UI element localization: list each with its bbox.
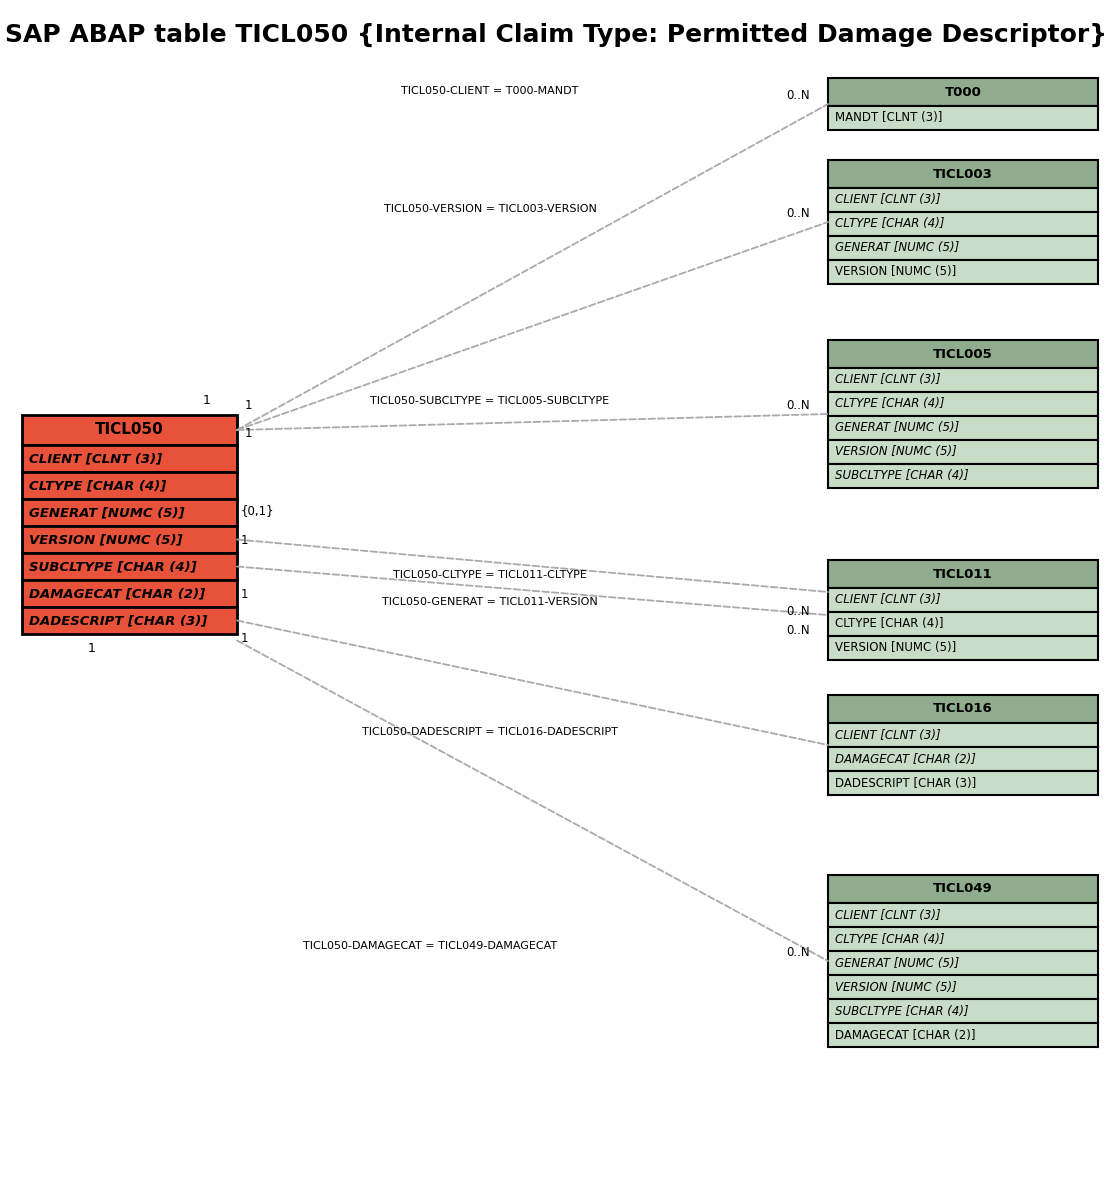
Bar [828, 440, 1098, 464]
Bar [828, 260, 1098, 284]
Text: CLIENT [CLNT (3)]: CLIENT [CLNT (3)] [835, 373, 941, 387]
Bar [828, 588, 1098, 612]
Bar [828, 464, 1098, 488]
Bar [22, 472, 237, 499]
Text: DADESCRIPT [CHAR (3)]: DADESCRIPT [CHAR (3)] [835, 777, 976, 790]
Bar [828, 78, 1098, 106]
Text: SAP ABAP table TICL050 {Internal Claim Type: Permitted Damage Descriptor}: SAP ABAP table TICL050 {Internal Claim T… [4, 23, 1108, 47]
Bar [828, 771, 1098, 795]
Bar [22, 607, 237, 633]
Text: 0..N: 0..N [786, 624, 810, 637]
Text: CLIENT [CLNT (3)]: CLIENT [CLNT (3)] [29, 452, 162, 465]
Text: CLIENT [CLNT (3)]: CLIENT [CLNT (3)] [835, 193, 941, 206]
Bar [22, 415, 237, 445]
Bar [828, 367, 1098, 392]
Bar [828, 1024, 1098, 1047]
Bar [828, 212, 1098, 236]
Text: GENERAT [NUMC (5)]: GENERAT [NUMC (5)] [835, 957, 960, 970]
Text: TICL049: TICL049 [933, 883, 993, 896]
Text: MANDT [CLNT (3)]: MANDT [CLNT (3)] [835, 111, 942, 124]
Text: TICL050-GENERAT = TICL011-VERSION: TICL050-GENERAT = TICL011-VERSION [383, 596, 598, 607]
Bar [828, 188, 1098, 212]
Text: DAMAGECAT [CHAR (2)]: DAMAGECAT [CHAR (2)] [29, 587, 205, 600]
Text: CLTYPE [CHAR (4)]: CLTYPE [CHAR (4)] [835, 217, 944, 230]
Text: VERSION [NUMC (5)]: VERSION [NUMC (5)] [835, 445, 956, 458]
Text: T000: T000 [944, 86, 982, 99]
Text: CLIENT [CLNT (3)]: CLIENT [CLNT (3)] [835, 729, 941, 742]
Text: CLIENT [CLNT (3)]: CLIENT [CLNT (3)] [835, 593, 941, 606]
Bar [828, 236, 1098, 260]
Text: SUBCLTYPE [CHAR (4)]: SUBCLTYPE [CHAR (4)] [29, 560, 197, 573]
Text: TICL005: TICL005 [933, 347, 993, 360]
Bar [828, 975, 1098, 999]
Text: 1: 1 [241, 533, 248, 546]
Bar [22, 526, 237, 554]
Text: DAMAGECAT [CHAR (2)]: DAMAGECAT [CHAR (2)] [835, 753, 976, 766]
Text: 1: 1 [245, 398, 252, 412]
Text: VERSION [NUMC (5)]: VERSION [NUMC (5)] [835, 642, 956, 655]
Bar [22, 445, 237, 472]
Bar [828, 723, 1098, 747]
Text: 1: 1 [203, 394, 211, 407]
Text: GENERAT [NUMC (5)]: GENERAT [NUMC (5)] [835, 421, 960, 434]
Text: TICL050-VERSION = TICL003-VERSION: TICL050-VERSION = TICL003-VERSION [384, 204, 596, 214]
Text: SUBCLTYPE [CHAR (4)]: SUBCLTYPE [CHAR (4)] [835, 470, 969, 482]
Text: VERSION [NUMC (5)]: VERSION [NUMC (5)] [29, 533, 182, 546]
Text: 1: 1 [241, 587, 248, 600]
Text: 0..N: 0..N [786, 605, 810, 618]
Bar [828, 951, 1098, 975]
Text: TICL050: TICL050 [96, 422, 163, 438]
Text: CLIENT [CLNT (3)]: CLIENT [CLNT (3)] [835, 909, 941, 921]
Text: TICL050-DADESCRIPT = TICL016-DADESCRIPT: TICL050-DADESCRIPT = TICL016-DADESCRIPT [363, 727, 618, 737]
Bar [828, 999, 1098, 1024]
Text: DADESCRIPT [CHAR (3)]: DADESCRIPT [CHAR (3)] [29, 614, 207, 628]
Bar [828, 106, 1098, 130]
Text: TICL050-SUBCLTYPE = TICL005-SUBCLTYPE: TICL050-SUBCLTYPE = TICL005-SUBCLTYPE [370, 396, 609, 406]
Text: TICL003: TICL003 [933, 167, 993, 180]
Text: CLTYPE [CHAR (4)]: CLTYPE [CHAR (4)] [29, 480, 167, 492]
Text: TICL050-DAMAGECAT = TICL049-DAMAGECAT: TICL050-DAMAGECAT = TICL049-DAMAGECAT [302, 941, 557, 951]
Bar [22, 499, 237, 526]
Text: 1: 1 [88, 643, 96, 655]
Text: VERSION [NUMC (5)]: VERSION [NUMC (5)] [835, 981, 956, 994]
Text: DAMAGECAT [CHAR (2)]: DAMAGECAT [CHAR (2)] [835, 1028, 975, 1041]
Bar [828, 927, 1098, 951]
Text: 0..N: 0..N [786, 398, 810, 412]
Bar [828, 636, 1098, 660]
Bar [828, 747, 1098, 771]
Text: CLTYPE [CHAR (4)]: CLTYPE [CHAR (4)] [835, 618, 943, 630]
Text: CLTYPE [CHAR (4)]: CLTYPE [CHAR (4)] [835, 397, 944, 410]
Bar [828, 392, 1098, 416]
Text: 0..N: 0..N [786, 208, 810, 220]
Text: TICL016: TICL016 [933, 703, 993, 716]
Bar [828, 340, 1098, 367]
Bar [828, 612, 1098, 636]
Text: GENERAT [NUMC (5)]: GENERAT [NUMC (5)] [29, 506, 185, 519]
Text: CLTYPE [CHAR (4)]: CLTYPE [CHAR (4)] [835, 933, 944, 946]
Bar [828, 874, 1098, 903]
Bar [828, 416, 1098, 440]
Bar [828, 696, 1098, 723]
Bar [828, 903, 1098, 927]
Text: TICL011: TICL011 [933, 568, 993, 581]
Text: TICL050-CLTYPE = TICL011-CLTYPE: TICL050-CLTYPE = TICL011-CLTYPE [393, 570, 587, 580]
Text: 1: 1 [245, 427, 252, 440]
Bar [828, 160, 1098, 188]
Text: TICL050-CLIENT = T000-MANDT: TICL050-CLIENT = T000-MANDT [401, 86, 578, 95]
Bar [22, 580, 237, 607]
Text: GENERAT [NUMC (5)]: GENERAT [NUMC (5)] [835, 241, 960, 254]
Text: {0,1}: {0,1} [241, 505, 275, 518]
Bar [22, 554, 237, 580]
Text: 1: 1 [241, 632, 248, 645]
Text: 0..N: 0..N [786, 89, 810, 101]
Text: 0..N: 0..N [786, 946, 810, 959]
Bar [828, 560, 1098, 588]
Text: VERSION [NUMC (5)]: VERSION [NUMC (5)] [835, 266, 956, 278]
Text: SUBCLTYPE [CHAR (4)]: SUBCLTYPE [CHAR (4)] [835, 1005, 969, 1018]
